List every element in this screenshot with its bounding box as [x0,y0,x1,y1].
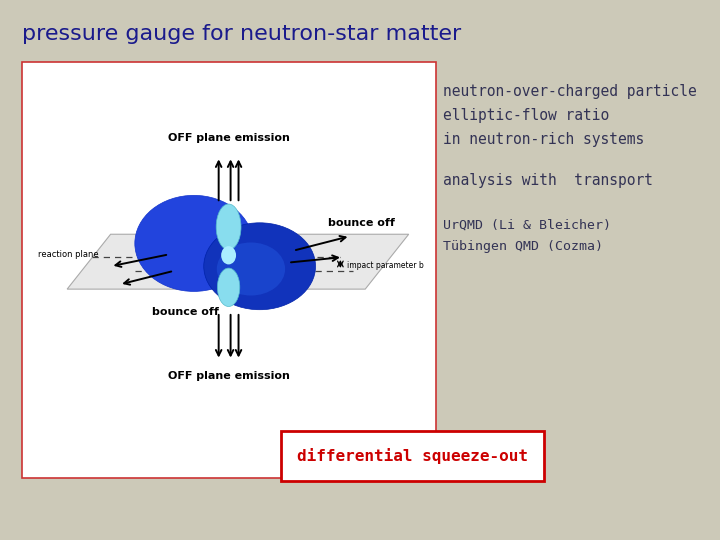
Text: neutron-over-charged particle: neutron-over-charged particle [443,84,696,99]
Ellipse shape [221,246,236,265]
Ellipse shape [217,242,285,295]
FancyBboxPatch shape [281,431,544,481]
Text: pressure gauge for neutron-star matter: pressure gauge for neutron-star matter [22,24,461,44]
Text: bounce off: bounce off [152,307,219,318]
Text: OFF plane emission: OFF plane emission [168,372,289,381]
Text: in neutron-rich systems: in neutron-rich systems [443,132,644,147]
Ellipse shape [217,268,240,307]
Text: differential squeeze-out: differential squeeze-out [297,448,528,464]
FancyBboxPatch shape [22,62,436,478]
Text: UrQMD (Li & Bleicher): UrQMD (Li & Bleicher) [443,219,611,232]
Text: OFF plane emission: OFF plane emission [168,133,289,143]
Polygon shape [67,234,409,289]
Text: elliptic-flow ratio: elliptic-flow ratio [443,108,609,123]
Text: impact parameter b: impact parameter b [346,261,423,270]
Text: analysis with  transport: analysis with transport [443,173,653,188]
Ellipse shape [204,223,315,310]
Text: reaction plane: reaction plane [38,250,99,259]
Ellipse shape [135,195,253,292]
Ellipse shape [216,204,241,250]
Text: Tübingen QMD (Cozma): Tübingen QMD (Cozma) [443,240,603,253]
Text: bounce off: bounce off [328,218,395,228]
